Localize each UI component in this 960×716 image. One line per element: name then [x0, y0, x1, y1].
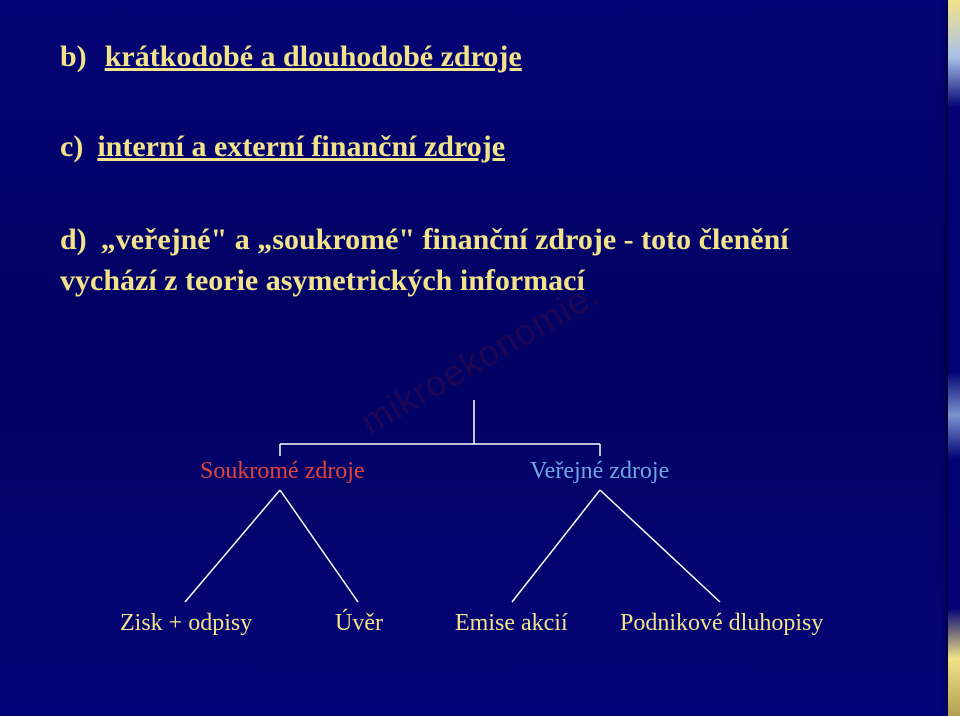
item-b: b) krátkodobé a dlouhodobé zdroje: [60, 40, 888, 74]
leaf-public-0: Emise akcií: [455, 610, 568, 637]
item-c: c) interní a externí finanční zdroje: [60, 130, 888, 164]
item-c-text: interní a externí finanční zdroje: [97, 130, 505, 163]
sources-tree-diagram: Soukromé zdroje Zisk + odpisy Úvěr Veřejné …: [0, 380, 948, 680]
item-c-label: c): [60, 130, 83, 163]
branch-label-public: Veřejné zdroje: [530, 458, 669, 485]
leaf-public-1: Podnikové dluhopisy: [620, 610, 823, 637]
leaf-private-1: Úvěr: [335, 610, 383, 637]
right-accent-strip: [948, 0, 960, 716]
leaf-private-0: Zisk + odpisy: [120, 610, 252, 637]
item-d-label: d): [60, 223, 87, 256]
item-b-text: krátkodobé a dlouhodobé zdroje: [105, 40, 522, 73]
item-d-text: „veřejné" a „soukromé" finanční zdroje -…: [60, 223, 789, 297]
slide-body: b) krátkodobé a dlouhodobé zdroje c) inter…: [0, 0, 948, 716]
branch-label-private: Soukromé zdroje: [200, 458, 365, 485]
item-d: d)„veřejné" a „soukromé" finanční zdroje…: [60, 220, 888, 301]
item-b-label: b): [60, 40, 87, 73]
